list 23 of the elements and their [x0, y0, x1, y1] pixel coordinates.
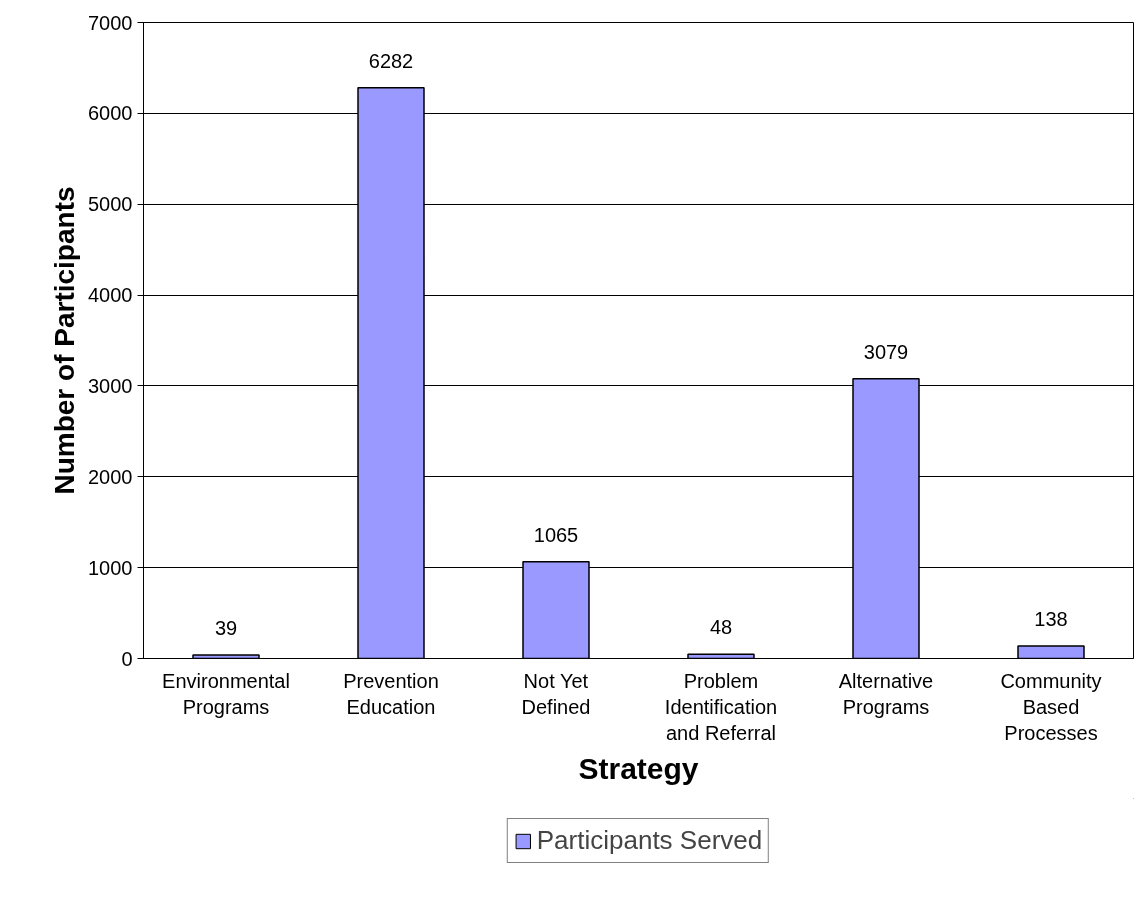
y-tick-label: 4000: [88, 284, 133, 307]
x-tick-label: Environmental Programs: [162, 669, 290, 718]
data-label: 138: [1034, 607, 1068, 630]
x-tick-label: Alternative Programs: [838, 669, 934, 718]
x-tick-label: Not Yet Defined: [521, 669, 591, 718]
x-tick-label: Prevention Education: [343, 669, 439, 718]
y-axis-title: Number of Participants: [49, 186, 81, 495]
data-label: 39: [214, 616, 238, 639]
y-tick-label: 0: [121, 647, 133, 670]
x-tick-label: Problem Identification and Referral: [664, 669, 778, 745]
data-label: 3079: [863, 340, 909, 363]
data-label: 6282: [368, 49, 414, 72]
data-label: 1065: [533, 523, 579, 546]
x-axis-title: Strategy: [578, 752, 699, 786]
y-tick-label: 6000: [88, 102, 133, 125]
y-tick-label: 7000: [88, 11, 133, 34]
y-tick-label: 1000: [88, 556, 133, 579]
legend-label: Participants Served: [536, 825, 763, 856]
data-label: 48: [709, 616, 733, 639]
y-tick-label: 5000: [88, 193, 133, 216]
y-tick-label: 3000: [88, 374, 133, 397]
y-tick-label: 2000: [88, 465, 133, 488]
x-tick-label: Community Based Processes: [1000, 669, 1102, 745]
